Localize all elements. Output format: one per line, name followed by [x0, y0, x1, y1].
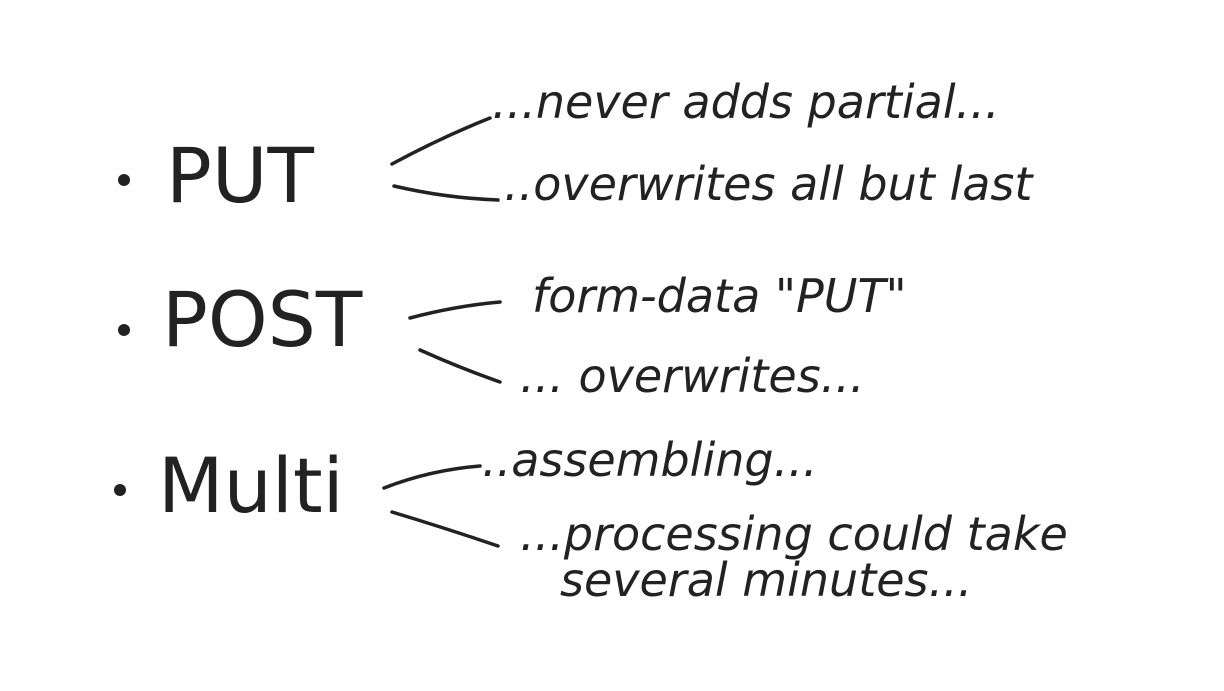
bullet-dot	[114, 484, 126, 496]
item-multi: Multi ..assembling... ...processing coul…	[114, 433, 1068, 607]
note-text: form-data "PUT"	[532, 269, 907, 323]
note-text: ...processing could take	[520, 507, 1068, 561]
term-label: Multi	[158, 441, 344, 530]
bullet-dot	[118, 324, 130, 336]
branch-line	[390, 510, 500, 548]
branch-line	[418, 348, 502, 384]
branch-line	[382, 464, 482, 490]
note-text: ...never adds partial...	[492, 75, 1000, 129]
note-text: ..overwrites all but last	[504, 157, 1034, 211]
branch-line	[408, 300, 502, 320]
note-text: ..assembling...	[482, 433, 817, 487]
item-put: PUT ...never adds partial... ..overwrite…	[118, 75, 1034, 220]
note-text: several minutes...	[560, 553, 972, 607]
item-post: POST form-data "PUT" ... overwrites...	[118, 269, 907, 403]
branch-line	[392, 184, 500, 202]
note-text: ... overwrites...	[520, 349, 865, 403]
branch-line	[390, 116, 492, 166]
term-label: PUT	[166, 131, 314, 220]
term-label: POST	[162, 275, 363, 364]
bullet-dot	[118, 174, 130, 186]
